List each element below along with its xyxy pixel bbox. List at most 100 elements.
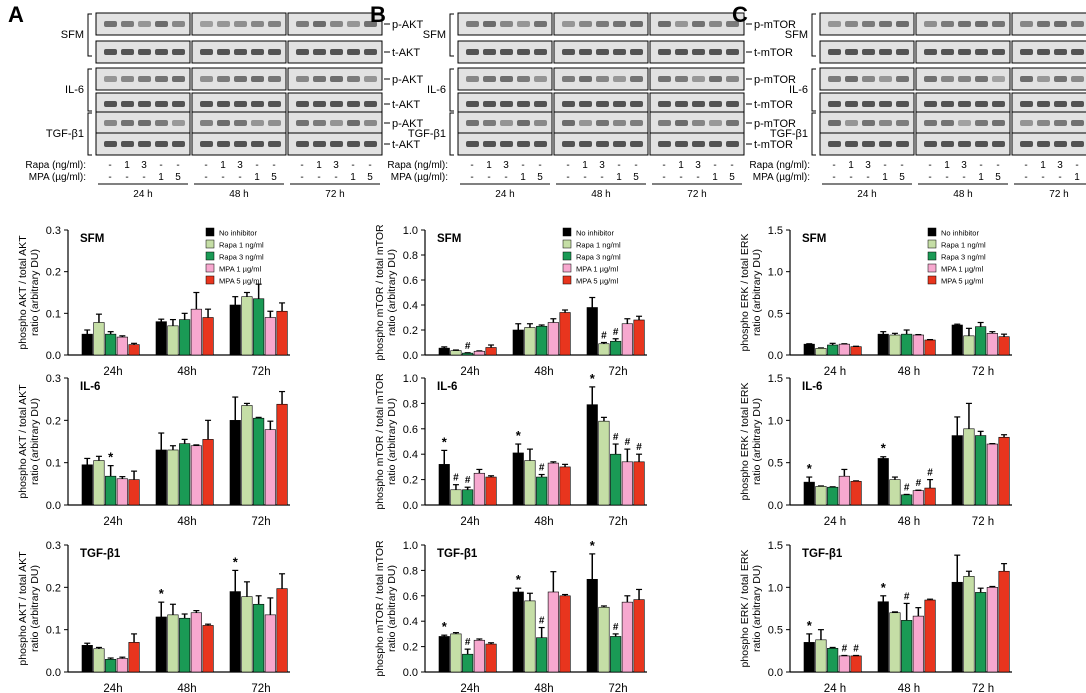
- blot-band: [675, 49, 688, 55]
- condition-label: IL-6: [789, 84, 808, 96]
- rapa-value: 1: [848, 160, 854, 171]
- rapa-value: -: [176, 160, 179, 171]
- bar: [586, 404, 598, 506]
- significance-hash: #: [465, 475, 471, 486]
- blot-band: [121, 120, 134, 126]
- significance-hash: #: [465, 637, 471, 648]
- bar: [512, 591, 524, 673]
- mpa-value: 1: [616, 172, 622, 183]
- blot-band: [251, 21, 264, 27]
- blot-band: [709, 141, 722, 147]
- legend-swatch: [562, 275, 572, 285]
- blot-band: [941, 49, 954, 55]
- blot-band: [862, 120, 875, 126]
- x-tick-label: 48h: [534, 683, 553, 693]
- blot-band: [364, 76, 377, 82]
- x-tick-label: 48 h: [898, 683, 920, 693]
- blot-band: [234, 120, 247, 126]
- rapa-value: -: [979, 160, 982, 171]
- blot-band: [658, 21, 671, 27]
- blot-band: [313, 21, 326, 27]
- chart-title: IL-6: [437, 381, 457, 393]
- blot-band: [1054, 141, 1067, 147]
- y-tick-label: 0.1: [46, 308, 61, 320]
- rapa-value: -: [832, 160, 835, 171]
- y-tick-label: 0.4: [403, 616, 418, 628]
- panel-letter: A: [8, 2, 24, 27]
- blot-band: [500, 76, 513, 82]
- total-label: t-mTOR: [754, 47, 793, 59]
- blot-band: [896, 141, 909, 147]
- blot-band: [845, 141, 858, 147]
- blot-strip: [191, 12, 287, 36]
- condition-label: IL-6: [65, 84, 84, 96]
- bar: [998, 336, 1010, 356]
- blot-band: [466, 120, 479, 126]
- bar: [485, 643, 497, 673]
- blot-band: [958, 120, 971, 126]
- blot-band: [613, 120, 626, 126]
- blot-band: [251, 49, 264, 55]
- blot-strip: [287, 12, 383, 36]
- rapa-value: 1: [1040, 160, 1046, 171]
- chart-title: TGF-β1: [437, 548, 478, 560]
- blot-strip: [95, 92, 191, 116]
- blot-band: [347, 120, 360, 126]
- significance-hash: #: [453, 473, 459, 484]
- significance-star: *: [881, 441, 887, 456]
- blot-band: [562, 76, 575, 82]
- blot-strip: [649, 12, 745, 36]
- blot-band: [1071, 76, 1084, 82]
- bar: [155, 321, 167, 356]
- legend-swatch: [205, 251, 215, 261]
- bar-chart-c-2: 0.0 0.5 1.0 1.5 phospho ERK / total ERKratio…: [739, 540, 1012, 693]
- blot-strip: [915, 111, 1011, 135]
- bar: [610, 340, 622, 356]
- bar: [912, 490, 924, 506]
- x-tick-label: 72h: [251, 516, 270, 528]
- mpa-value: -: [221, 172, 224, 183]
- mpa-value: -: [696, 172, 699, 183]
- bar: [167, 449, 179, 506]
- rapa-value: 1: [124, 160, 130, 171]
- blot-band: [579, 21, 592, 27]
- rapa-value: 3: [695, 160, 701, 171]
- significance-star: *: [159, 586, 165, 601]
- blot-band: [992, 141, 1005, 147]
- blot-strip: [287, 40, 383, 64]
- y-tick-label: 1.0: [403, 540, 418, 552]
- phospho-label: p-AKT: [392, 118, 423, 130]
- blot-strip: [95, 67, 191, 91]
- legend-swatch: [927, 275, 937, 285]
- x-tick-label: 24h: [103, 366, 122, 378]
- mpa-value: 5: [995, 172, 1001, 183]
- bar-chart-b-2: 0.0 0.2 0.4 0.6 0.8 1.0 phospho mTOR / total m…: [374, 538, 647, 693]
- bar: [438, 636, 450, 673]
- bar: [190, 445, 202, 506]
- bar: [128, 344, 140, 356]
- mpa-value: 1: [254, 172, 260, 183]
- y-axis-label: phospho ERK / total ERKratio (arbitrary …: [739, 234, 763, 352]
- blot-band: [466, 76, 479, 82]
- blot-band: [562, 21, 575, 27]
- bar: [803, 343, 815, 356]
- bar-chart-b-1: 0.0 0.2 0.4 0.6 0.8 1.0 phospho mTOR / total m…: [374, 371, 647, 528]
- y-tick-label: 0.2: [403, 642, 418, 654]
- y-tick-label: 0.0: [403, 350, 418, 362]
- bar: [963, 335, 975, 356]
- blot-band: [579, 120, 592, 126]
- blot-band: [1020, 49, 1033, 55]
- blot-band: [172, 76, 185, 82]
- mpa-value: -: [504, 172, 507, 183]
- blot-band: [251, 76, 264, 82]
- bar: [116, 336, 128, 356]
- blot-strip: [287, 132, 383, 156]
- significance-hash: #: [853, 643, 859, 654]
- blot-band: [138, 120, 151, 126]
- y-tick-label: 0.0: [768, 350, 783, 362]
- blot-band: [941, 120, 954, 126]
- blot-strip: [649, 111, 745, 135]
- blot-band: [251, 141, 264, 147]
- rapa-value: 3: [865, 160, 871, 171]
- blot-band: [975, 76, 988, 82]
